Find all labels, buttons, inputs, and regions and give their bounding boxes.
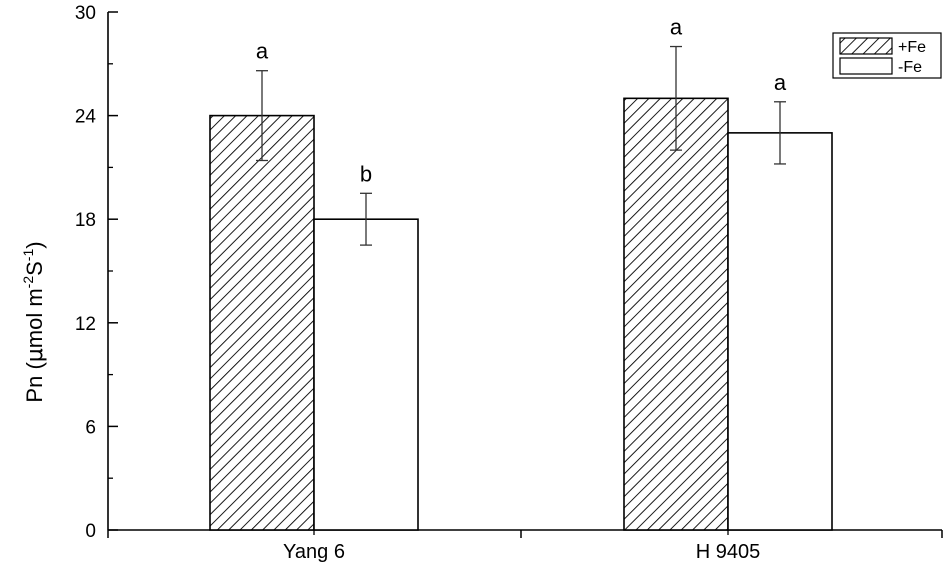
legend-label-minus-fe: -Fe	[898, 59, 922, 76]
legend: +Fe -Fe	[832, 32, 942, 79]
legend-label-plus-fe: +Fe	[898, 39, 926, 56]
plot-area: 0 6 12 18 24 30 Yang 6 H 9405 a b a a	[75, 3, 943, 563]
y-tick-label: 0	[85, 521, 96, 542]
significance-letter: a	[670, 15, 683, 40]
category-label: Yang 6	[283, 541, 345, 563]
legend-swatch-minus-fe	[839, 57, 893, 75]
bar	[209, 114, 315, 531]
y-tick-label: 30	[75, 3, 96, 24]
significance-letter: a	[774, 70, 787, 95]
category-label: H 9405	[696, 541, 761, 563]
significance-letter: a	[256, 39, 269, 64]
significance-letter: b	[360, 161, 372, 186]
bar	[313, 218, 419, 531]
bar	[727, 132, 833, 531]
bar	[623, 97, 729, 531]
legend-swatch-plus-fe	[839, 37, 893, 55]
y-tick-label: 24	[75, 107, 97, 128]
y-tick-label: 6	[85, 417, 96, 438]
y-tick-label: 18	[75, 210, 96, 231]
y-tick-label: 12	[75, 314, 96, 335]
y-axis-title: Pn (μmol m-2S-1)	[20, 241, 48, 402]
